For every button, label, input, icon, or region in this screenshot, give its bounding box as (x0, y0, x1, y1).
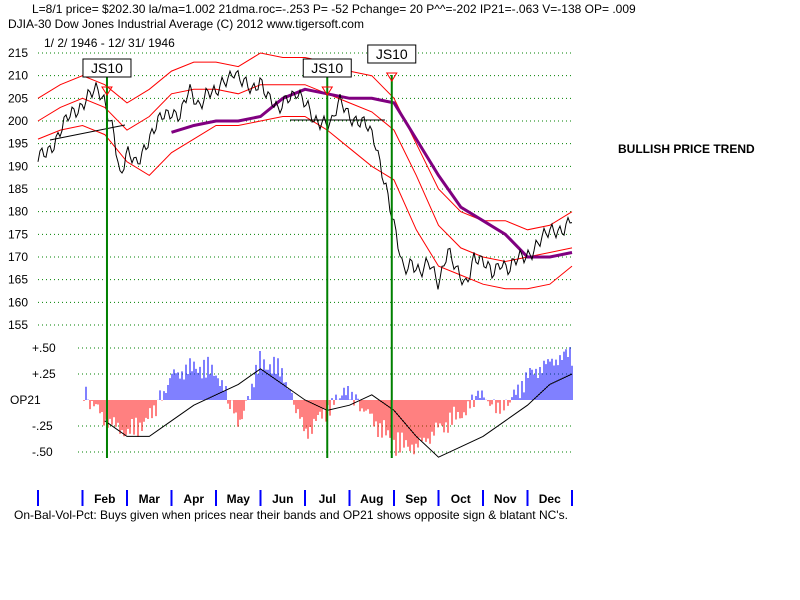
price-tick-label: 170 (8, 250, 28, 264)
month-label: Nov (494, 492, 517, 506)
osc-tick-label: OP21 (10, 393, 41, 407)
signal-box (302, 58, 352, 78)
signal-box (82, 58, 132, 78)
footer-note: On-Bal-Vol-Pct: Buys given when prices n… (14, 508, 568, 522)
lower-band-line (37, 116, 573, 290)
month-label: May (227, 492, 251, 506)
month-label: Sep (405, 492, 427, 506)
osc-tick-label: -.25 (32, 419, 53, 433)
oscillator-axis-ticks: +.50 +.25 OP21 -.25 -.50 (10, 341, 56, 459)
osc-tick-label: -.50 (32, 445, 53, 459)
price-axis-ticks: 155 160 165 170 175 180 185 190 195 200 205 210 215 (8, 46, 28, 332)
op21-bars (83, 347, 573, 456)
price-tick-label: 190 (8, 159, 28, 173)
date-range: 1/ 2/ 1946 - 12/ 31/ 1946 (44, 36, 175, 50)
month-label: Aug (360, 492, 383, 506)
month-label: Dec (539, 492, 561, 506)
price-tick-label: 215 (8, 46, 28, 60)
op21-line (104, 368, 573, 458)
header-line-1: L=8/1 price= $202.30 la/ma=1.002 21dma.r… (32, 2, 636, 16)
month-label: Jul (319, 492, 336, 506)
month-label: Oct (451, 492, 471, 506)
osc-tick-label: +.25 (32, 367, 56, 381)
price-line (37, 69, 573, 290)
month-label: Mar (139, 492, 161, 506)
price-tick-label: 160 (8, 295, 28, 309)
moving-average-line (171, 87, 573, 259)
price-tick-label: 210 (8, 69, 28, 83)
signal-markers: JS10 JS10 JS10 (82, 44, 417, 458)
trend-annotation: BULLISH PRICE TREND (618, 142, 755, 156)
month-label: Jun (272, 492, 293, 506)
signal-label: JS10 (311, 60, 343, 76)
middle-band-line (37, 84, 573, 263)
price-tick-label: 195 (8, 137, 28, 151)
signal-arrow (385, 72, 398, 82)
trendline (49, 124, 126, 141)
month-label: Feb (94, 492, 115, 506)
osc-tick-label: +.50 (32, 341, 56, 355)
signal-arrow (101, 86, 113, 96)
signal-label: JS10 (376, 46, 408, 62)
price-tick-label: 165 (8, 273, 28, 287)
header-line-2: DJIA-30 Dow Jones Industrial Average (C)… (8, 17, 364, 31)
month-axis: Feb Mar Apr May Jun Jul Aug Sep Oct Nov Dec (37, 490, 573, 506)
price-tick-label: 155 (8, 318, 28, 332)
signal-arrow (321, 86, 334, 96)
month-label: Apr (183, 492, 204, 506)
signal-box (367, 44, 417, 64)
price-tick-label: 185 (8, 182, 28, 196)
price-tick-label: 180 (8, 205, 28, 219)
price-tick-label: 175 (8, 227, 28, 241)
price-tick-label: 200 (8, 114, 28, 128)
price-tick-label: 205 (8, 91, 28, 105)
signal-label: JS10 (91, 60, 123, 76)
